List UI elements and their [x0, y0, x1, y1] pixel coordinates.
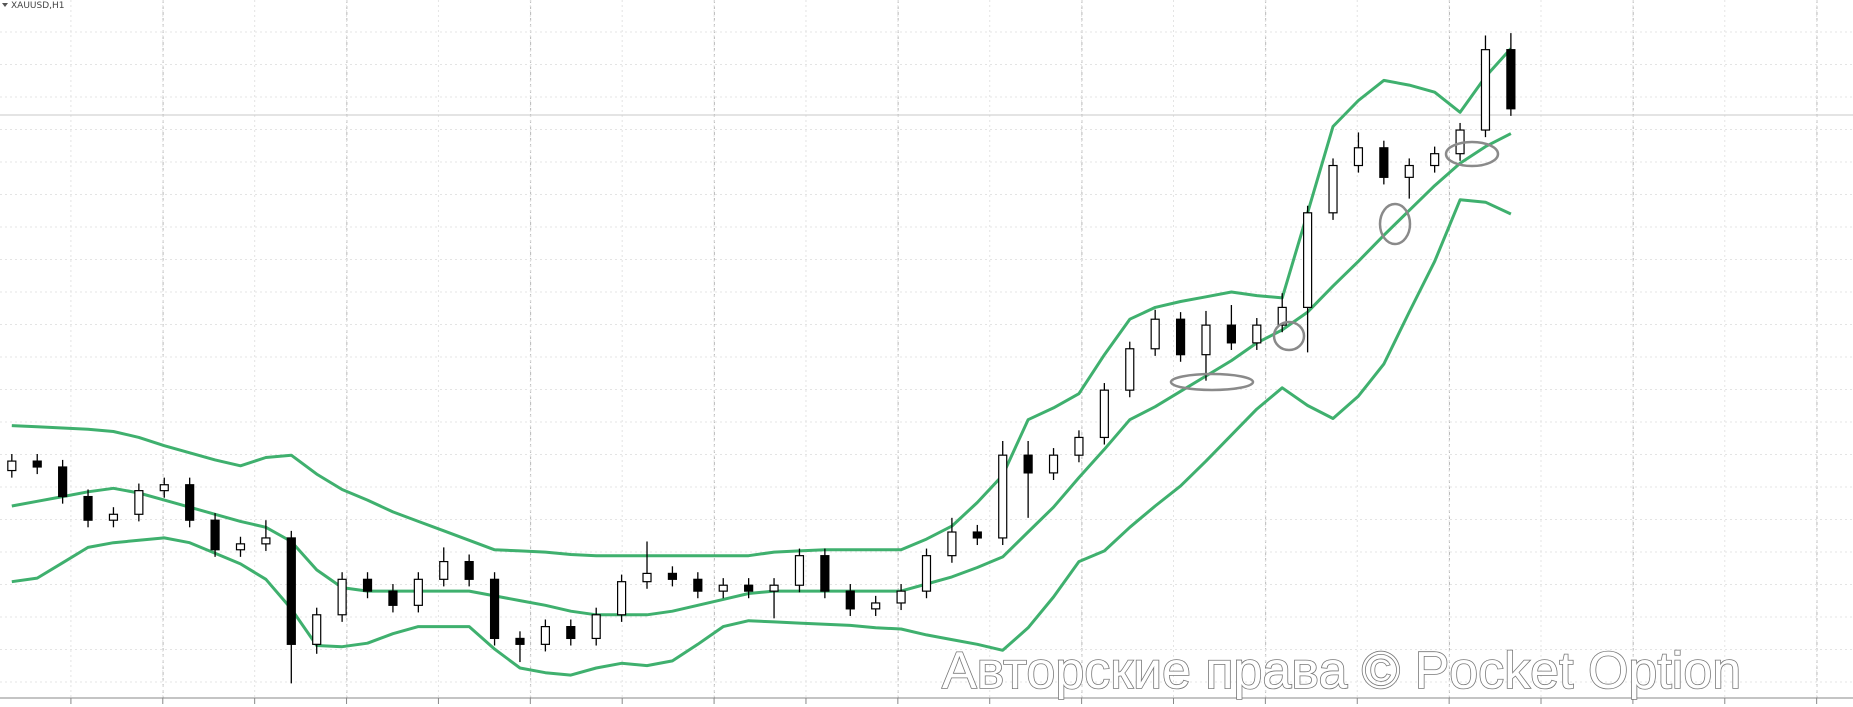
candle-body [362, 578, 373, 592]
candle-body [489, 578, 500, 640]
candle-body [7, 460, 17, 472]
chart-title: XAUUSD,H1 [11, 1, 65, 11]
candle-body [871, 602, 881, 610]
candle-body [312, 614, 322, 645]
candle-body [794, 555, 805, 586]
candle-body [1252, 324, 1262, 344]
candle-body [1379, 147, 1389, 178]
candle-body [1404, 164, 1414, 178]
candle-body [261, 537, 271, 545]
annotation-ellipse [1272, 320, 1306, 352]
candle-body [515, 637, 525, 645]
candle-body [32, 460, 42, 468]
candle-body [1099, 389, 1109, 439]
candle-body [1175, 318, 1186, 356]
candle-body [617, 581, 627, 616]
candle-body [540, 626, 550, 645]
candle-body [1125, 348, 1135, 391]
candle-body [566, 626, 576, 640]
candles [7, 33, 1516, 684]
candle-body [439, 560, 449, 580]
candle-body [947, 531, 957, 557]
candle-body [667, 572, 678, 580]
candle-body [972, 531, 982, 539]
candle-body [83, 495, 93, 521]
candle-body [769, 584, 779, 592]
candle-body [1506, 49, 1516, 110]
band-upper [11, 47, 1513, 558]
candle-body [744, 584, 754, 592]
candle-body [58, 466, 68, 498]
candle-body [1201, 324, 1211, 356]
title-arrow [2, 3, 8, 7]
annotation-ellipse [1169, 372, 1255, 392]
band-lower [11, 198, 1512, 677]
candle-body [464, 560, 474, 580]
candle-body [1480, 49, 1491, 131]
candle-body [820, 555, 830, 592]
candle-body [1303, 212, 1313, 308]
candle-body [1328, 164, 1338, 214]
candle-body [235, 543, 246, 551]
candle-body [185, 484, 195, 521]
candle-body [1430, 153, 1440, 167]
annotations [1169, 140, 1500, 392]
candle-body [134, 490, 144, 515]
watermark: Авторские права © Pocket Option [942, 642, 1741, 700]
candle-body [896, 590, 906, 604]
candle-body [159, 484, 169, 492]
candle-body [1226, 324, 1236, 344]
candle-body [1277, 306, 1287, 326]
candle-body [108, 513, 119, 521]
candle-body [1023, 454, 1033, 474]
candle-body [718, 584, 728, 592]
candle-body [693, 578, 703, 592]
candle-body [921, 555, 932, 592]
candle-body [642, 572, 652, 583]
annotation-ellipse [1378, 202, 1412, 246]
annotation-ellipse [1444, 140, 1500, 168]
candle-body [210, 519, 220, 551]
candle-body [998, 454, 1008, 539]
candle-body [413, 578, 423, 606]
candle-body [388, 590, 398, 606]
candle-body [286, 537, 296, 645]
candle-body [1074, 436, 1084, 456]
candle-body [845, 590, 855, 610]
candle-body [591, 614, 601, 640]
candle-body [1353, 147, 1364, 167]
candle-body [1048, 454, 1059, 474]
candle-body [337, 578, 347, 616]
candle-body [1150, 318, 1160, 350]
